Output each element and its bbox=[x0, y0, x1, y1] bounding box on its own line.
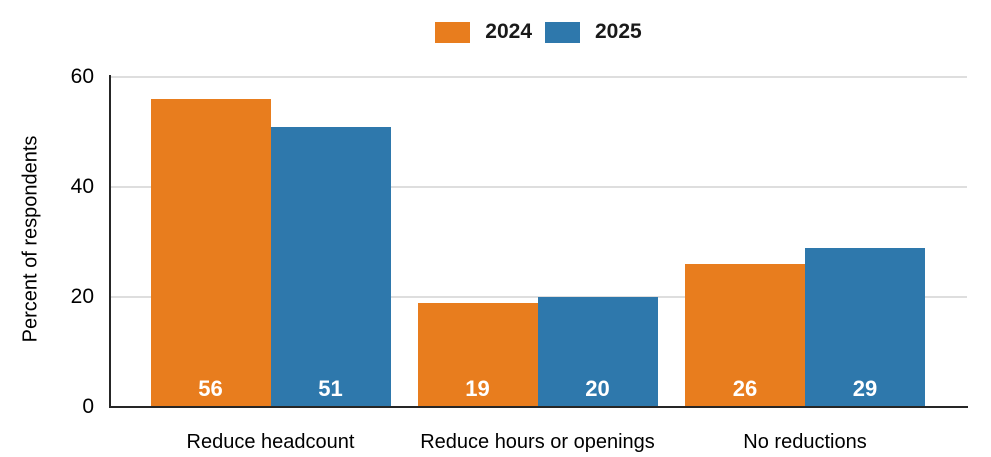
y-tick-label-20: 20 bbox=[70, 285, 94, 308]
bar-value-label-2025-reduce-hours-or-openings: 20 bbox=[585, 376, 610, 401]
x-category-label-reduce-hours-or-openings: Reduce hours or openings bbox=[420, 431, 655, 453]
bar-value-label-2024-no-reductions: 26 bbox=[732, 376, 758, 401]
x-category-label-no-reductions: No reductions bbox=[743, 431, 867, 453]
chart-legend: 2024 2025 bbox=[110, 20, 967, 44]
legend-item-2024: 2024 bbox=[435, 20, 532, 44]
bar-value-label-2025-reduce-headcount: 51 bbox=[318, 376, 343, 401]
bar-value-label-2025-no-reductions: 29 bbox=[852, 376, 878, 401]
bar-2024-no-reductions: 26 bbox=[685, 264, 805, 406]
x-axis-line bbox=[109, 406, 968, 408]
bar-2025-no-reductions: 29 bbox=[805, 247, 925, 406]
legend-swatch-2025 bbox=[545, 21, 580, 43]
y-tick-label-0: 0 bbox=[82, 395, 94, 418]
bar-value-label-2024-reduce-headcount: 56 bbox=[198, 376, 223, 401]
y-axis-line bbox=[109, 75, 111, 407]
y-axis-title: Percent of respondents bbox=[19, 135, 42, 343]
bar-2025-reduce-hours-or-openings: 20 bbox=[537, 297, 658, 406]
legend-label-2025: 2025 bbox=[595, 20, 642, 43]
gridline-60 bbox=[110, 76, 967, 78]
bar-value-label-2024-reduce-hours-or-openings: 19 bbox=[465, 376, 490, 401]
bar-2025-reduce-headcount: 51 bbox=[270, 126, 391, 406]
legend-label-2024: 2024 bbox=[485, 20, 532, 43]
gridline-40 bbox=[110, 186, 967, 188]
legend-swatch-2024 bbox=[435, 21, 471, 43]
y-tick-label-40: 40 bbox=[70, 175, 94, 198]
bar-2024-reduce-hours-or-openings: 19 bbox=[417, 302, 538, 406]
y-tick-label-60: 60 bbox=[70, 65, 94, 88]
bar-2024-reduce-headcount: 56 bbox=[150, 99, 271, 406]
x-category-label-reduce-headcount: Reduce headcount bbox=[186, 431, 355, 453]
legend-item-2025: 2025 bbox=[545, 20, 642, 44]
